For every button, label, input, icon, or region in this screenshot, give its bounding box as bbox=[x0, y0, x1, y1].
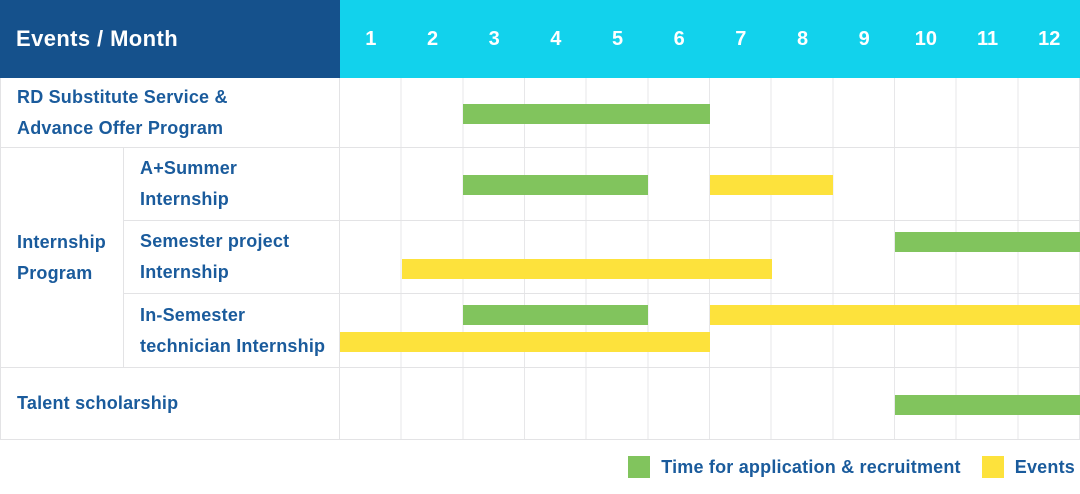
month-label: 11 bbox=[976, 27, 999, 50]
legend-events-swatch bbox=[981, 456, 1004, 478]
legend-application-label: Time for application & recruitment bbox=[661, 456, 961, 477]
month-label: 8 bbox=[796, 27, 809, 50]
month-label: 9 bbox=[858, 27, 870, 50]
month-label: 2 bbox=[426, 27, 439, 50]
month-label: 3 bbox=[488, 27, 500, 50]
application-bar bbox=[895, 394, 1080, 415]
chart-row bbox=[340, 294, 1080, 368]
legend-application-swatch bbox=[628, 456, 651, 478]
month-label: 1 bbox=[365, 27, 377, 50]
header-title: Events / Month bbox=[16, 26, 179, 51]
application-bar bbox=[463, 175, 649, 195]
application-bar bbox=[463, 304, 649, 325]
legend: Time for application & recruitment Event… bbox=[0, 440, 1080, 494]
application-bar bbox=[463, 103, 710, 124]
header-title-cell: Events / Month bbox=[0, 0, 340, 78]
month-label: 6 bbox=[673, 27, 685, 50]
row-label-talent-scholarship: Talent scholarship bbox=[0, 368, 340, 440]
legend-events-label: Events bbox=[1014, 456, 1075, 477]
month-label: 12 bbox=[1038, 27, 1061, 50]
row-label-semester-project: Semester project Internship bbox=[124, 221, 340, 294]
legend-item-events: Events bbox=[981, 456, 1075, 478]
row-label-rd-substitute: RD Substitute Service & Advance Offer Pr… bbox=[0, 78, 340, 148]
row-label-in-semester-technician: In-Semester technician Internship bbox=[124, 294, 340, 368]
chart-row bbox=[340, 368, 1080, 440]
event-bar bbox=[340, 331, 710, 352]
application-bar bbox=[895, 231, 1080, 252]
row-label-a-plus-summer: A+Summer Internship bbox=[124, 148, 340, 221]
month-label: 10 bbox=[914, 27, 937, 50]
event-bar bbox=[710, 304, 1080, 325]
event-bar bbox=[401, 258, 772, 279]
event-bar bbox=[710, 175, 834, 195]
group-label-internship-program: Internship Program bbox=[0, 148, 124, 368]
chart-row bbox=[340, 78, 1080, 148]
month-label: 7 bbox=[735, 27, 747, 50]
legend-item-application: Time for application & recruitment bbox=[628, 456, 961, 478]
chart-row bbox=[340, 148, 1080, 221]
month-label: 4 bbox=[550, 27, 562, 50]
month-header: 1 2 3 4 5 6 7 8 9 10 11 12 bbox=[340, 0, 1080, 78]
chart-row bbox=[340, 221, 1080, 294]
month-label: 5 bbox=[611, 27, 624, 50]
